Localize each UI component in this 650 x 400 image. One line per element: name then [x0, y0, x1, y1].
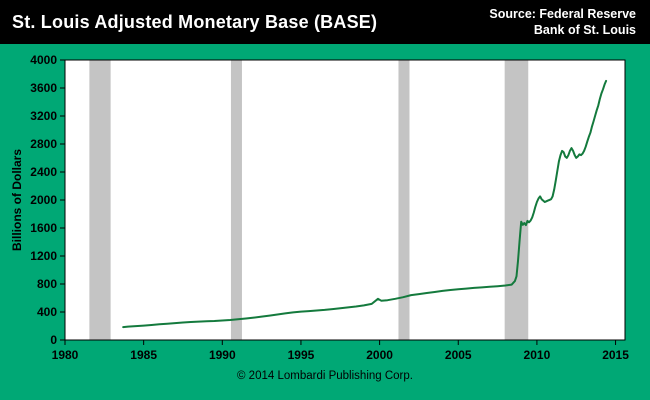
y-tick-label: 3600	[30, 81, 57, 95]
x-tick-label: 1990	[209, 348, 236, 362]
chart-source: Source: Federal Reserve Bank of St. Loui…	[489, 6, 636, 39]
source-line-2: Bank of St. Louis	[533, 23, 636, 37]
y-tick-label: 2000	[30, 193, 57, 207]
x-tick-label: 2015	[602, 348, 629, 362]
y-tick-label: 0	[50, 333, 57, 347]
chart-canvas: 1980 1985 1990 1995 2000 2005 2010 2015 0 400 800 1…	[30, 53, 629, 362]
recession-band	[89, 60, 111, 340]
x-tick-label: 1985	[130, 348, 157, 362]
recession-band	[230, 60, 242, 340]
chart-header: St. Louis Adjusted Monetary Base (BASE) …	[0, 0, 650, 44]
copyright-footer: © 2014 Lombardi Publishing Corp.	[237, 370, 413, 382]
y-tick-label: 4000	[30, 53, 57, 67]
x-tick-label: 1995	[288, 348, 315, 362]
x-tick-label: 2000	[366, 348, 393, 362]
x-tick-label: 2010	[524, 348, 551, 362]
monetary-base-line	[122, 79, 608, 329]
plot-area	[65, 60, 625, 340]
recession-band	[398, 60, 410, 340]
x-tick-label: 1980	[52, 348, 79, 362]
y-tick-label: 1200	[30, 249, 57, 263]
y-tick-label: 2800	[30, 137, 57, 151]
y-tick-label: 1600	[30, 221, 57, 235]
source-line-1: Source: Federal Reserve	[489, 6, 636, 21]
x-tick-label: 2005	[445, 348, 472, 362]
chart-title: St. Louis Adjusted Monetary Base (BASE)	[12, 11, 378, 32]
recession-band	[504, 60, 529, 340]
y-tick-label: 400	[37, 305, 57, 319]
y-tick-label: 800	[37, 277, 57, 291]
y-tick-label: 3200	[30, 109, 57, 123]
y-tick-label: 2400	[30, 165, 57, 179]
